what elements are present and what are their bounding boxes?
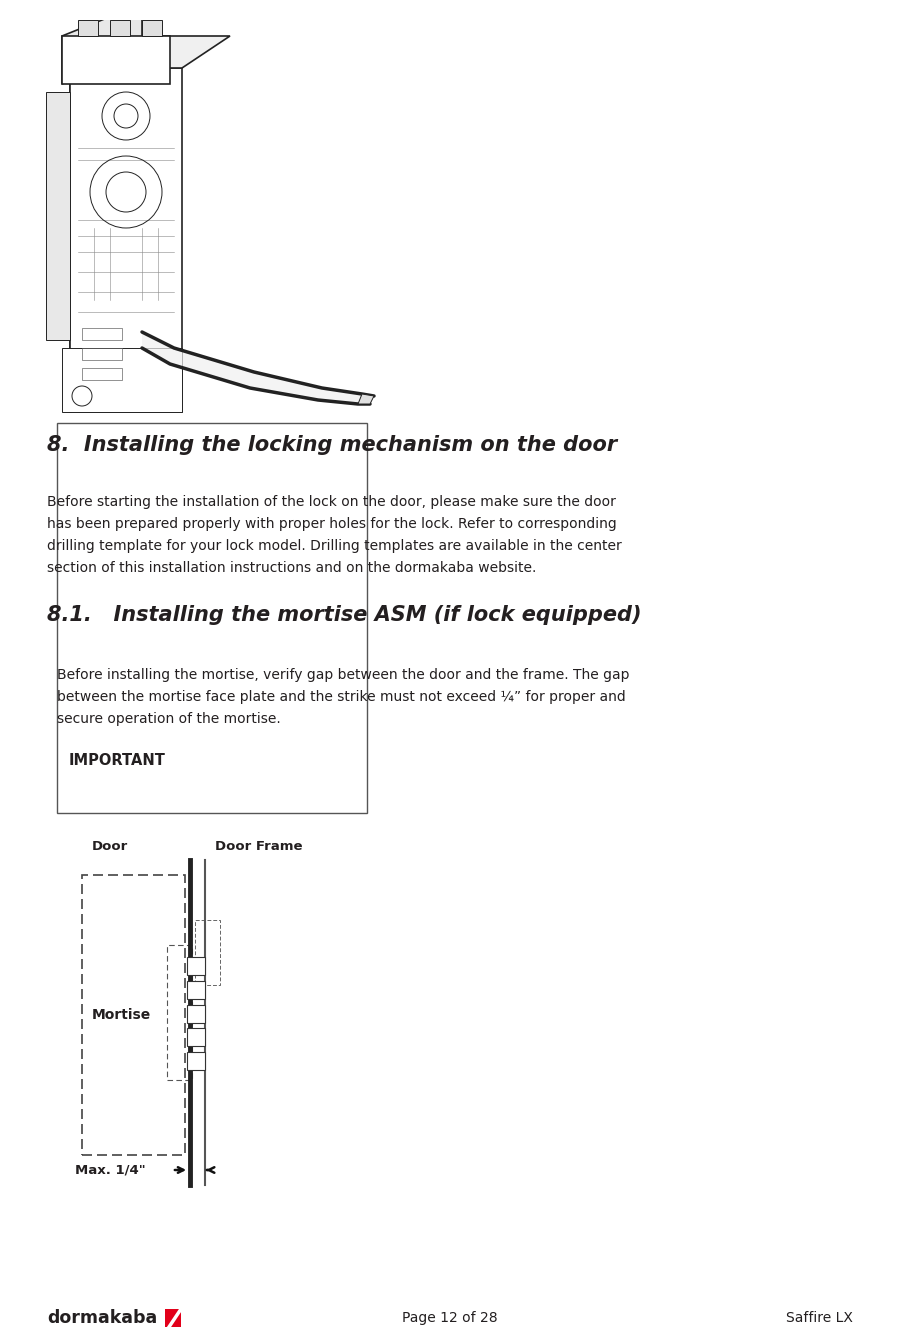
Bar [187, 957, 205, 976]
Polygon shape [70, 36, 118, 411]
Bar [167, 945, 192, 1080]
Polygon shape [78, 20, 98, 36]
Polygon shape [46, 92, 70, 340]
Polygon shape [62, 348, 182, 411]
Polygon shape [358, 394, 374, 403]
Bar [82, 369, 122, 381]
Text: IMPORTANT: IMPORTANT [69, 753, 166, 768]
Text: Mortise: Mortise [92, 1008, 151, 1022]
Text: has been prepared properly with proper holes for the lock. Refer to correspondin: has been prepared properly with proper h… [47, 517, 616, 531]
Polygon shape [142, 20, 162, 36]
Text: 8.  Installing the locking mechanism on the door: 8. Installing the locking mechanism on t… [47, 436, 617, 456]
Polygon shape [70, 68, 182, 411]
Polygon shape [142, 332, 374, 403]
Text: Before installing the mortise, verify gap between the door and the frame. The ga: Before installing the mortise, verify ga… [57, 669, 629, 682]
Polygon shape [62, 4, 142, 84]
Bar [82, 348, 122, 360]
Polygon shape [70, 36, 230, 68]
Bar [82, 875, 185, 1155]
Text: secure operation of the mortise.: secure operation of the mortise. [57, 712, 281, 726]
Bar [165, 1309, 181, 1327]
Text: Page 12 of 28: Page 12 of 28 [402, 1311, 498, 1325]
Text: Door Frame: Door Frame [215, 840, 302, 854]
Bar [187, 1028, 205, 1047]
Bar [187, 981, 205, 998]
Polygon shape [62, 36, 170, 84]
Text: 8.1.   Installing the mortise ASM (if lock equipped): 8.1. Installing the mortise ASM (if lock… [47, 604, 642, 624]
Text: drilling template for your lock model. Drilling templates are available in the c: drilling template for your lock model. D… [47, 539, 622, 553]
Text: Max. 1/4": Max. 1/4" [75, 1163, 146, 1177]
Bar [195, 921, 220, 985]
Bar [57, 742, 367, 779]
Bar [187, 1052, 205, 1071]
Bar [57, 423, 367, 813]
Text: dormakaba: dormakaba [47, 1309, 158, 1327]
Bar [82, 328, 122, 340]
Text: between the mortise face plate and the strike must not exceed ¼” for proper and: between the mortise face plate and the s… [57, 690, 626, 704]
Bar [187, 1005, 205, 1022]
Polygon shape [110, 20, 130, 36]
Text: Door: Door [92, 840, 128, 854]
Text: section of this installation instructions and on the dormakaba website.: section of this installation instruction… [47, 561, 536, 575]
Text: Before starting the installation of the lock on the door, please make sure the d: Before starting the installation of the … [47, 494, 616, 509]
Text: Saffire LX: Saffire LX [786, 1311, 853, 1325]
